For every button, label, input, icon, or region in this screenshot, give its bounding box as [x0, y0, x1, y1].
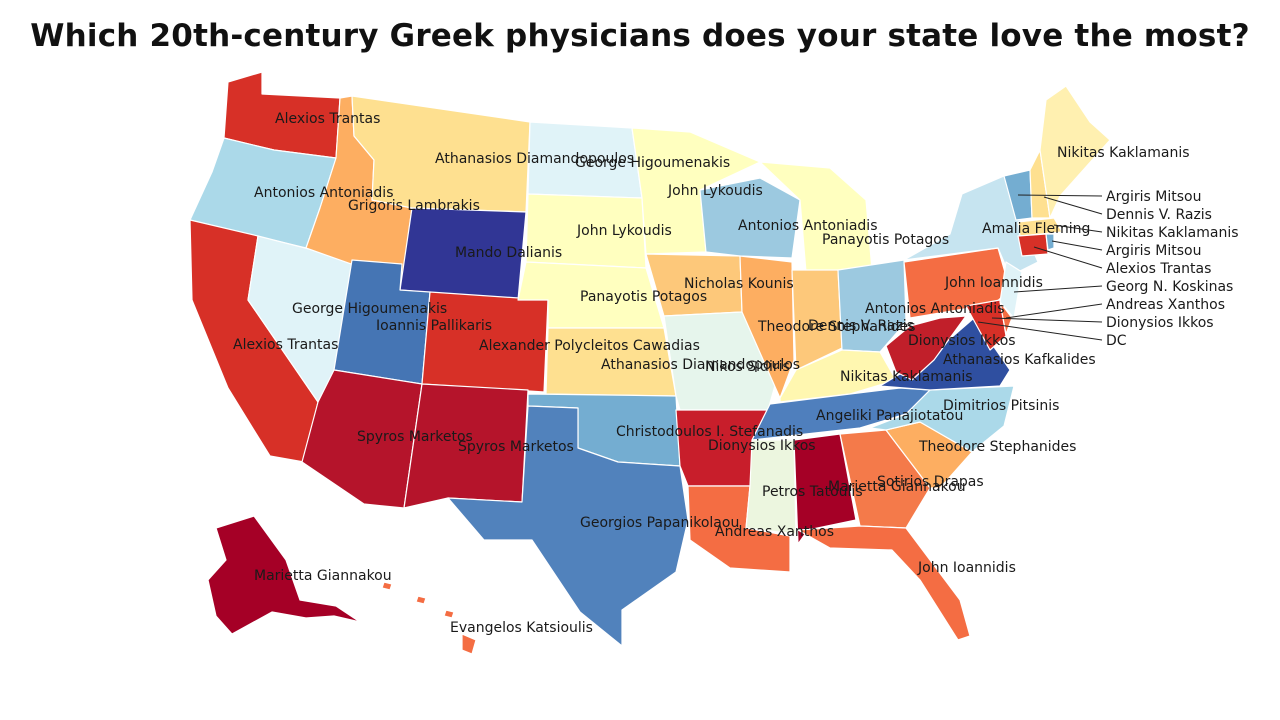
label-il: Theodore Stephanides: [757, 319, 915, 335]
state-hi-maui: [443, 609, 455, 619]
leader-md: [991, 317, 1103, 323]
label-wi: Antonios Antoniadis: [738, 218, 878, 234]
label-ia: Nicholas Kounis: [684, 276, 794, 292]
label-ms: Petros Tatoulis: [762, 484, 863, 500]
label-me: Nikitas Kaklamanis: [1057, 145, 1190, 161]
state-il[interactable]: [739, 255, 795, 399]
label-ar: Dionysios Ikkos: [708, 438, 816, 454]
label-sc: Theodore Stephanides: [918, 439, 1076, 455]
label-al: Marietta Giannakou: [828, 479, 966, 495]
label-tn: Angeliki Panajiotatou: [816, 408, 963, 424]
state-wi[interactable]: [699, 177, 801, 259]
label-in: Dennis V. Razis: [808, 318, 914, 334]
callout-vt: Argiris Mitsou: [1106, 189, 1201, 205]
callout-nj: Georg N. Koskinas: [1106, 279, 1233, 295]
label-ok: Christodoulos I. Stefanadis: [616, 424, 803, 440]
label-wa: Alexios Trantas: [275, 111, 380, 127]
callout-nh: Dennis V. Razis: [1106, 207, 1212, 223]
leader-de: [1005, 303, 1103, 319]
state-hi-oahu: [415, 595, 427, 605]
label-hi: Evangelos Katsioulis: [450, 620, 593, 636]
state-oh[interactable]: [837, 259, 907, 353]
state-hi[interactable]: [461, 633, 477, 655]
label-nc: Dimitrios Pitsinis: [943, 398, 1059, 414]
leader-ri: [1051, 240, 1103, 251]
callout-ct: Alexios Trantas: [1106, 261, 1211, 277]
label-or: Antonios Antoniadis: [254, 185, 394, 201]
label-co: Alexander Polycleitos Cawadias: [479, 338, 700, 354]
state-co[interactable]: [421, 291, 549, 393]
label-la: Andreas Xanthos: [715, 524, 834, 540]
leader-dc: [977, 321, 1103, 341]
state-ms[interactable]: [745, 439, 797, 535]
state-shapes: [189, 71, 1111, 655]
state-fl[interactable]: [797, 525, 971, 641]
label-mi: Panayotis Potagos: [822, 232, 949, 248]
label-wv: Dionysios Ikkos: [908, 333, 1016, 349]
leader-ma: [1053, 224, 1103, 233]
leader-vt: [1017, 194, 1103, 197]
label-ky: Nikitas Kaklamanis: [840, 369, 973, 385]
label-nm: Spyros Marketos: [458, 439, 574, 455]
leader-nj: [1013, 285, 1103, 293]
label-sd: John Lykoudis: [576, 223, 672, 239]
callout-ri: Argiris Mitsou: [1106, 243, 1201, 259]
label-mt: Athanasios Diamandopoulos: [435, 151, 634, 167]
label-nd: George Higoumenakis: [575, 155, 730, 171]
label-tx: Georgios Papanikolaou: [580, 515, 739, 531]
label-nv: George Higoumenakis: [292, 301, 447, 317]
label-va: Athanasios Kafkalides: [943, 352, 1096, 368]
state-ky[interactable]: [779, 349, 897, 403]
state-tx[interactable]: [447, 405, 689, 647]
label-fl: John Ioannidis: [917, 560, 1016, 576]
callout-ma: Nikitas Kaklamanis: [1106, 225, 1239, 241]
state-ct[interactable]: [1017, 233, 1049, 257]
state-al[interactable]: [793, 433, 857, 545]
leader-ct: [1033, 246, 1103, 269]
label-mo: Nikos Sidiris: [705, 359, 790, 375]
state-ri[interactable]: [1045, 233, 1055, 251]
state-labels: Alexios Trantas Athanasios Diamandopoulo…: [233, 111, 1190, 636]
callout-labels: Argiris Mitsou Dennis V. Razis Nikitas K…: [1106, 189, 1239, 349]
label-ny: Amalia Fleming: [982, 221, 1090, 237]
callout-dc: DC: [1106, 333, 1127, 349]
state-hi-kauai: [381, 581, 393, 591]
callout-md: Dionysios Ikkos: [1106, 315, 1214, 331]
label-ca: Alexios Trantas: [233, 337, 338, 353]
map-title: Which 20th-century Greek physicians does…: [30, 18, 1250, 54]
state-ga[interactable]: [839, 429, 931, 529]
callout-leaders: [977, 194, 1103, 341]
label-ak: Marietta Giannakou: [254, 568, 392, 584]
callout-de: Andreas Xanthos: [1106, 297, 1225, 313]
label-ks: Athanasios Diamandopoulos: [601, 357, 800, 373]
state-md[interactable]: [965, 299, 1007, 351]
label-mn: John Lykoudis: [667, 183, 763, 199]
label-ut: Ioannis Pallikaris: [376, 318, 492, 334]
label-ga: Sotirios Drapas: [877, 474, 984, 490]
leader-nh: [1043, 196, 1103, 215]
label-az: Spyros Marketos: [357, 429, 473, 445]
state-me[interactable]: [1039, 85, 1111, 219]
label-id: Grigoris Lambrakis: [348, 198, 480, 214]
label-wy: Mando Dalianis: [455, 245, 562, 261]
label-ne: Panayotis Potagos: [580, 289, 707, 305]
state-nj[interactable]: [999, 261, 1023, 319]
label-oh: Antonios Antoniadis: [865, 301, 1005, 317]
state-wv[interactable]: [885, 315, 967, 381]
state-ma[interactable]: [1017, 217, 1063, 237]
label-pa: John Ioannidis: [944, 275, 1043, 291]
state-ak[interactable]: [207, 515, 361, 635]
